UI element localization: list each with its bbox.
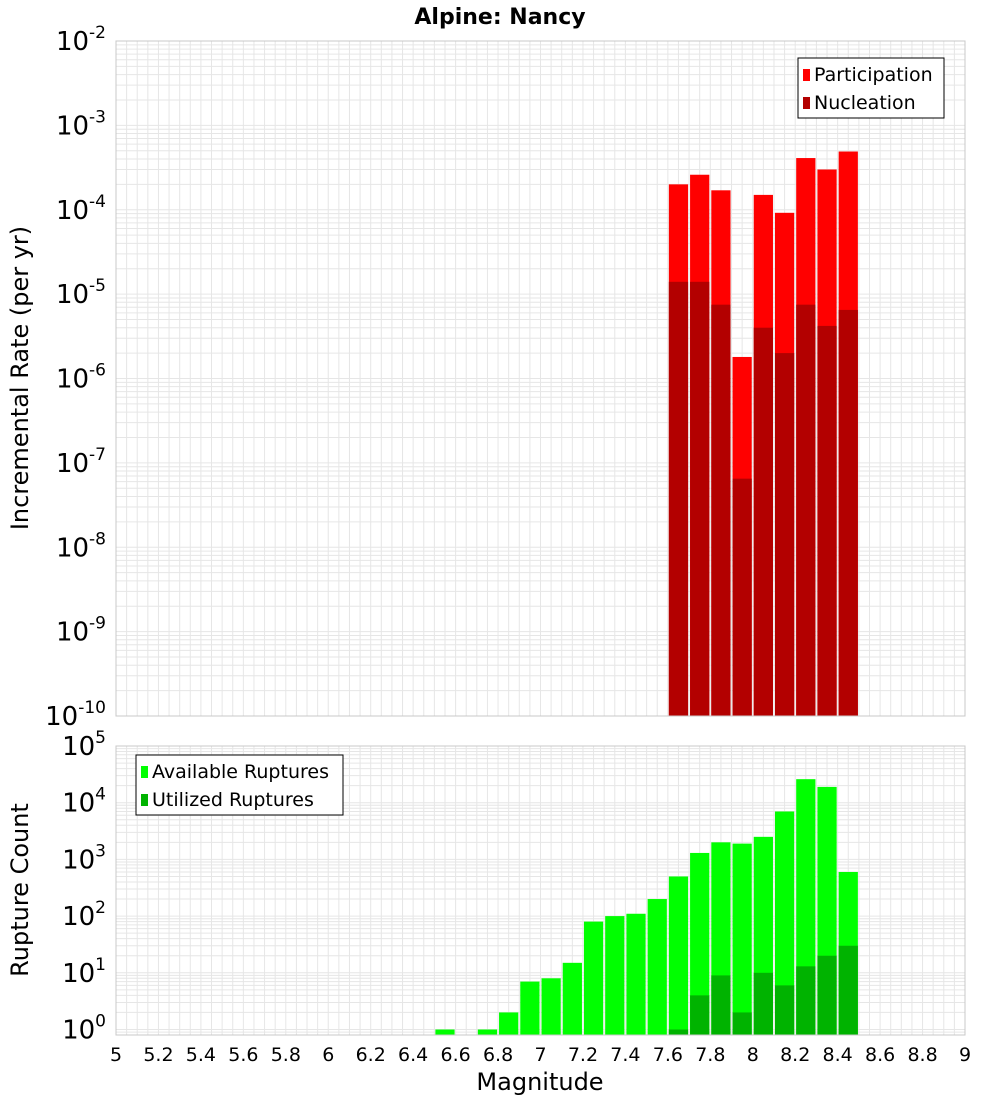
bar [796, 966, 816, 1035]
legend-label: Available Ruptures [152, 761, 329, 783]
y-tick-label: 104 [62, 785, 106, 819]
x-tick-label: 8.4 [823, 1044, 853, 1066]
y-tick-label: 10-5 [56, 276, 106, 310]
bar [774, 353, 795, 716]
bar [732, 478, 752, 716]
bar [541, 978, 561, 1035]
bar [711, 304, 731, 716]
bar [668, 281, 689, 716]
bar [690, 852, 710, 1035]
y-tick-labels: 10-10 10-9 10-8 10-7 10-6 10-5 10-4 10-3 10-2 [45, 23, 106, 732]
y-tick-label: 101 [62, 955, 106, 989]
count-panel: 100 101 102 103 104 105 Rupture Count 5 5.2 5.4 5.… [6, 728, 971, 1096]
x-tick-label: 6.6 [440, 1044, 470, 1066]
plot-frame [115, 40, 966, 717]
x-tick-label: 8.8 [907, 1044, 937, 1066]
plot-frame [115, 745, 966, 1036]
bar [562, 962, 582, 1035]
x-tick-label: 7.4 [610, 1044, 640, 1066]
bar [668, 876, 689, 1035]
x-tick-label: 6 [322, 1044, 334, 1066]
bar [605, 916, 625, 1035]
x-tick-label: 8 [747, 1044, 759, 1066]
x-tick-label: 5.4 [186, 1044, 216, 1066]
bar [817, 325, 837, 716]
bar [711, 975, 731, 1035]
legend: Available Ruptures Utilized Ruptures [135, 754, 344, 816]
chart-title: Alpine: Nancy [414, 5, 585, 30]
grid [115, 40, 966, 717]
y-tick-label: 10-2 [56, 23, 106, 57]
rate-series-2 [668, 281, 858, 716]
count-series-2 [668, 945, 858, 1035]
x-tick-label: 6.2 [356, 1044, 386, 1066]
bar [753, 972, 773, 1035]
bar [732, 843, 752, 1035]
bar [732, 1012, 752, 1035]
y-tick-label: 10-8 [56, 529, 106, 563]
x-tick-label: 7.2 [568, 1044, 598, 1066]
legend-label: Nucleation [814, 92, 916, 114]
x-tick-labels: 5 5.2 5.4 5.6 5.8 6 6.2 6.4 6.6 6.8 7 7.2 7.4 7.6 7.8 8… [110, 1044, 971, 1066]
legend-swatch [141, 794, 148, 806]
x-tick-label: 7.6 [653, 1044, 683, 1066]
x-tick-label: 5.6 [228, 1044, 258, 1066]
y-tick-label: 10-6 [56, 361, 106, 395]
y-tick-label: 103 [62, 841, 106, 875]
legend-swatch [803, 69, 810, 81]
y-tick-label: 10-9 [56, 614, 106, 648]
bar [690, 281, 710, 716]
y-axis-label: Incremental Rate (per yr) [6, 226, 34, 530]
x-tick-label: 5 [110, 1044, 122, 1066]
y-tick-label: 102 [62, 898, 106, 932]
bar [520, 981, 540, 1035]
x-tick-label: 7.8 [695, 1044, 725, 1066]
bar [774, 811, 795, 1035]
bar [774, 985, 795, 1035]
x-tick-label: 8.2 [780, 1044, 810, 1066]
y-tick-label: 10-3 [56, 107, 106, 141]
rate-panel: 10-10 10-9 10-8 10-7 10-6 10-5 10-4 10-3 10-2 Inc… [6, 23, 966, 732]
legend-swatch [141, 766, 148, 778]
x-tick-label: 5.8 [271, 1044, 301, 1066]
x-tick-label: 9 [959, 1044, 971, 1066]
bar [499, 1012, 519, 1035]
y-tick-labels: 100 101 102 103 104 105 [62, 728, 106, 1046]
bar [647, 899, 667, 1035]
y-tick-label: 10-4 [56, 192, 106, 226]
bar [477, 1029, 498, 1035]
x-tick-label: 6.8 [483, 1044, 513, 1066]
x-tick-label: 5.2 [143, 1044, 173, 1066]
x-axis-label: Magnitude [476, 1068, 603, 1096]
y-tick-label: 10-10 [45, 698, 106, 732]
bar [626, 913, 646, 1035]
y-tick-label: 105 [62, 728, 106, 762]
legend-swatch [803, 97, 810, 109]
bar [690, 995, 710, 1035]
y-tick-label: 100 [62, 1012, 106, 1046]
x-tick-label: 6.4 [398, 1044, 428, 1066]
legend-label: Utilized Ruptures [152, 789, 314, 811]
bar [838, 309, 858, 716]
bar [838, 945, 858, 1035]
y-axis-label: Rupture Count [6, 803, 34, 977]
bar [817, 955, 837, 1035]
bar [435, 1029, 455, 1035]
legend-label: Participation [814, 64, 933, 86]
y-tick-label: 10-7 [56, 445, 106, 479]
bar [668, 1029, 689, 1035]
x-tick-label: 7 [534, 1044, 546, 1066]
legend: Participation Nucleation [797, 57, 945, 119]
bar [796, 304, 816, 716]
x-tick-label: 8.6 [865, 1044, 895, 1066]
bar [583, 921, 604, 1035]
bar [753, 327, 773, 716]
